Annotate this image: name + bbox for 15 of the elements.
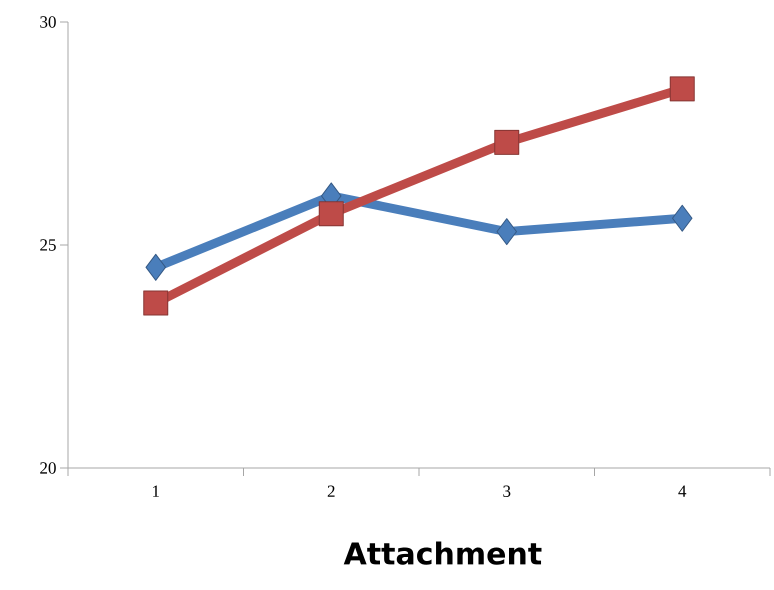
x-tick-label: 3 xyxy=(503,486,510,497)
point xyxy=(143,290,168,316)
x-tick-label: 1 xyxy=(152,486,159,497)
point xyxy=(670,76,695,102)
point xyxy=(494,130,520,155)
point xyxy=(318,201,344,226)
y-tick-label: 25 xyxy=(40,239,56,251)
point xyxy=(672,204,693,232)
x-tick-label: 4 xyxy=(678,486,686,497)
x-axis-title: Attachment xyxy=(344,542,542,565)
point xyxy=(146,254,166,281)
point xyxy=(496,218,517,246)
y-tick-label: 20 xyxy=(40,462,56,474)
y-tick-label: 30 xyxy=(40,16,56,28)
x-tick-label: 2 xyxy=(328,486,335,497)
